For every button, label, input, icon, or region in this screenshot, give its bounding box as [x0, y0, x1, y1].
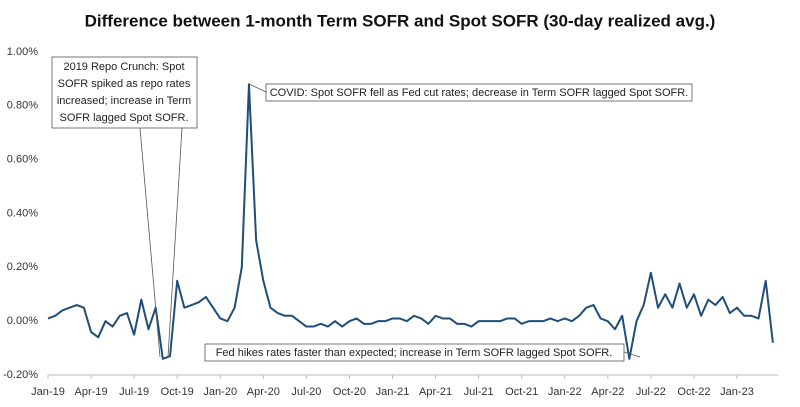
- annotation-covid: COVID: Spot SOFR fell as Fed cut rates; …: [248, 83, 693, 102]
- annotation-box: [204, 343, 625, 362]
- x-tick-label: Jul-21: [464, 386, 494, 398]
- x-tick-label: Jan-23: [720, 386, 754, 398]
- x-tick-label: Jul-19: [119, 386, 149, 398]
- annotation-text: Fed hikes rates faster than expected; in…: [216, 347, 613, 359]
- chart-title: Difference between 1-month Term SOFR and…: [85, 11, 716, 30]
- x-tick-label: Jan-21: [376, 386, 410, 398]
- x-tick-label: Apr-21: [419, 386, 452, 398]
- y-tick-label: 0.20%: [7, 261, 38, 273]
- x-tick-label: Apr-20: [247, 386, 280, 398]
- annotation-box: [51, 56, 198, 129]
- y-tick-label: 0.80%: [7, 100, 38, 112]
- x-tick-label: Jul-20: [291, 386, 321, 398]
- x-tick-label: Apr-22: [591, 386, 624, 398]
- x-tick-label: Oct-20: [333, 386, 366, 398]
- y-tick-label: 0.00%: [7, 315, 38, 327]
- leader-line: [139, 127, 161, 358]
- y-tick-label: 1.00%: [7, 46, 38, 58]
- y-tick-label: -0.20%: [3, 369, 38, 381]
- annotation-box: [265, 83, 693, 102]
- y-tick-label: 0.40%: [7, 207, 38, 219]
- series-line: [47, 83, 774, 360]
- annotation-text: increased; increase in Term: [57, 95, 191, 107]
- x-tick-label: Apr-19: [75, 386, 108, 398]
- annotation-text: COVID: Spot SOFR fell as Fed cut rates; …: [270, 87, 689, 99]
- x-tick-label: Jan-20: [203, 386, 237, 398]
- x-tick-label: Jul-22: [636, 386, 666, 398]
- leader-line: [167, 127, 183, 358]
- annotation-repo: 2019 Repo Crunch: Spot SOFR spiked as re…: [51, 56, 198, 358]
- x-tick-label: Jan-22: [548, 386, 582, 398]
- x-tick-label: Jan-19: [31, 386, 65, 398]
- annotation-text: 2019 Repo Crunch: Spot: [63, 61, 184, 73]
- leader-line: [248, 83, 267, 93]
- y-tick-label: 0.60%: [7, 154, 38, 166]
- x-tick-label: Oct-21: [505, 386, 538, 398]
- annotation-text: SOFR spiked as repo rates: [58, 78, 191, 90]
- annotation-hikes: Fed hikes rates faster than expected; in…: [204, 343, 641, 362]
- x-tick-label: Oct-19: [161, 386, 194, 398]
- x-tick-label: Oct-22: [677, 386, 710, 398]
- leader-line: [623, 351, 641, 358]
- annotation-text: SOFR lagged Spot SOFR.: [60, 112, 189, 124]
